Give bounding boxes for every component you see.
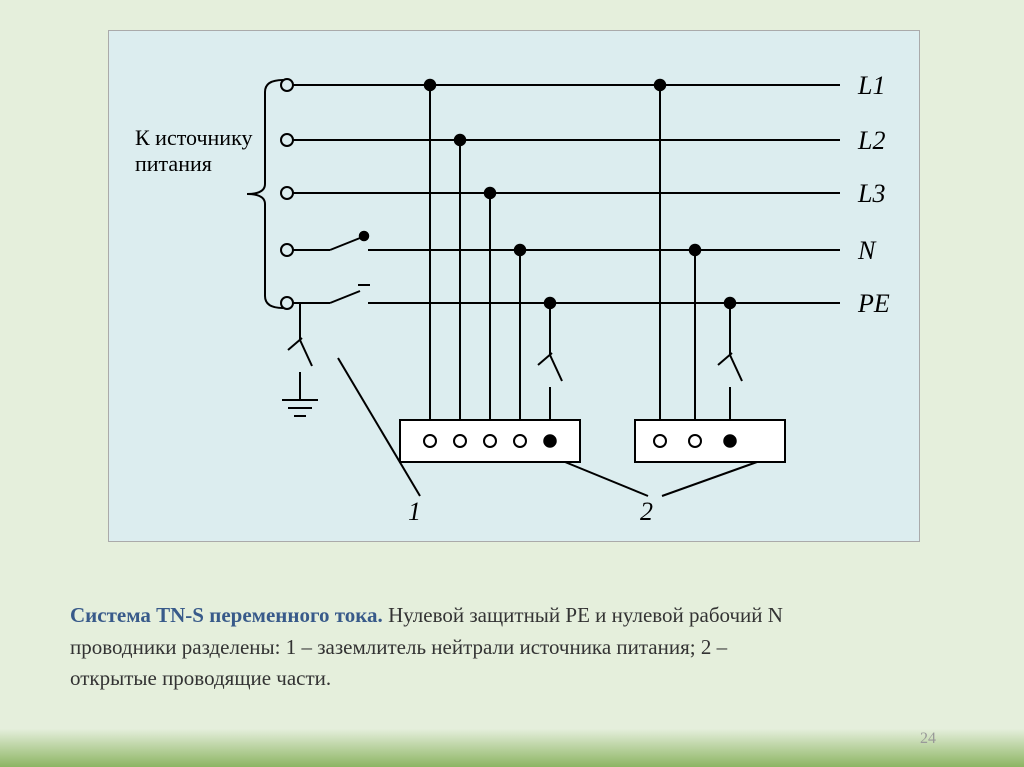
- caption-rest1: Нулевой защитный PE и нулевой рабочий N: [383, 603, 783, 627]
- svg-text:PE: PE: [857, 289, 890, 318]
- caption-title: Система TN-S переменного тока.: [70, 603, 383, 627]
- svg-text:N: N: [857, 236, 877, 265]
- svg-text:К источнику: К источнику: [135, 125, 252, 150]
- svg-text:2: 2: [640, 497, 653, 526]
- svg-text:1: 1: [408, 497, 421, 526]
- caption-line2: проводники разделены: 1 – заземлитель не…: [70, 635, 727, 659]
- svg-text:питания: питания: [135, 151, 212, 176]
- svg-text:L3: L3: [857, 179, 885, 208]
- svg-text:L2: L2: [857, 126, 885, 155]
- figure-caption: Система TN-S переменного тока. Нулевой з…: [70, 600, 783, 695]
- page-number: 24: [920, 730, 936, 748]
- svg-text:L1: L1: [857, 71, 885, 100]
- caption-line3: открытые проводящие части.: [70, 666, 331, 690]
